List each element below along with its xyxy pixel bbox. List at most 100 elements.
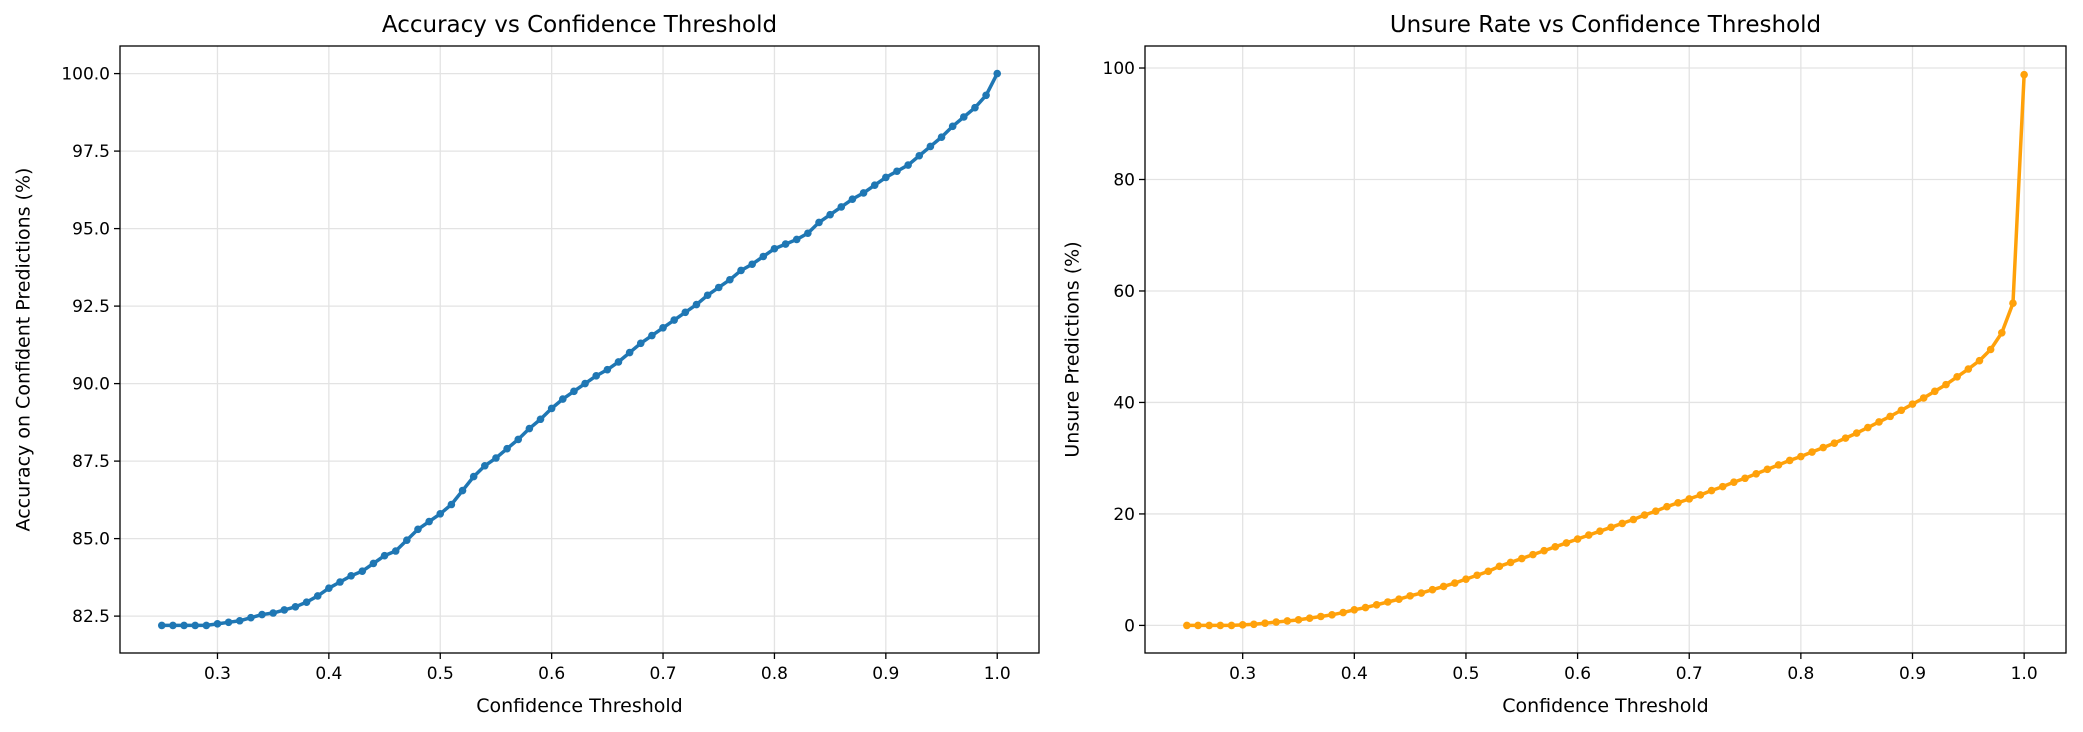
chart-title: Accuracy vs Confidence Threshold — [382, 12, 777, 38]
data-point — [792, 235, 801, 244]
data-point — [280, 606, 289, 614]
data-point — [1864, 423, 1872, 432]
data-point — [1506, 558, 1515, 567]
y-tick-label: 100 — [1103, 59, 1135, 79]
data-point — [391, 547, 400, 555]
data-point — [347, 572, 355, 580]
data-point — [369, 559, 378, 568]
x-axis-label: Confidence Threshold — [476, 695, 683, 717]
data-point — [1350, 606, 1359, 614]
data-point — [1540, 546, 1548, 555]
x-tick-label: 0.9 — [872, 664, 899, 684]
data-point — [213, 620, 222, 628]
data-point — [592, 372, 601, 380]
data-point — [1317, 612, 1325, 621]
x-tick-label: 0.8 — [1787, 664, 1814, 684]
data-point — [1238, 621, 1247, 629]
plot-frame — [1144, 45, 2067, 654]
data-point — [1841, 434, 1850, 442]
y-tick-label: 100.0 — [61, 65, 110, 85]
data-point — [1629, 515, 1638, 524]
data-point — [558, 395, 567, 403]
data-point — [848, 195, 857, 203]
data-point — [1685, 495, 1694, 503]
x-tick-label: 0.5 — [427, 664, 454, 684]
data-point — [536, 415, 545, 424]
y-tick-label: 97.5 — [72, 142, 110, 162]
y-tick-label: 92.5 — [72, 297, 110, 317]
data-point — [436, 510, 445, 518]
data-point — [893, 167, 901, 176]
data-point — [815, 218, 823, 227]
data-point — [1607, 523, 1615, 532]
data-point — [325, 584, 333, 593]
data-line — [161, 72, 999, 628]
data-point — [1261, 619, 1269, 627]
data-point — [581, 379, 589, 388]
data-point — [180, 621, 188, 630]
data-point — [1551, 543, 1560, 551]
data-point — [636, 339, 645, 348]
data-point — [1998, 328, 2006, 337]
data-point — [1774, 461, 1783, 469]
data-point — [926, 142, 935, 151]
data-point — [202, 621, 211, 630]
data-point — [1718, 482, 1727, 491]
data-point — [1596, 527, 1604, 536]
x-tick-label: 0.5 — [1452, 664, 1479, 684]
y-tick-label: 87.5 — [72, 452, 110, 472]
data-point — [1618, 519, 1627, 528]
data-point — [837, 203, 846, 211]
data-point — [380, 551, 389, 560]
data-point — [904, 161, 912, 169]
data-point — [157, 621, 166, 630]
data-point — [1395, 595, 1403, 604]
data-point — [1663, 502, 1671, 511]
data-point — [1852, 429, 1861, 437]
data-point — [492, 454, 500, 462]
x-tick-label: 0.3 — [204, 664, 231, 684]
data-point — [224, 618, 233, 627]
data-point — [1819, 443, 1827, 452]
y-tick-label: 0 — [1124, 616, 1135, 636]
data-point — [235, 616, 244, 625]
data-point — [1462, 575, 1470, 583]
data-point — [726, 275, 734, 284]
data-point — [414, 525, 422, 534]
data-point — [748, 260, 756, 269]
data-point — [269, 609, 277, 617]
data-point — [1562, 539, 1571, 547]
data-point — [993, 69, 1002, 78]
data-line — [1186, 74, 2026, 628]
data-point — [447, 500, 456, 509]
data-point — [1517, 554, 1526, 563]
data-point — [1361, 603, 1370, 612]
data-point — [403, 536, 411, 544]
data-point — [1272, 618, 1280, 626]
data-point — [191, 621, 199, 630]
data-point — [1305, 614, 1314, 622]
data-point — [1529, 550, 1537, 559]
data-point — [291, 603, 300, 611]
data-point — [1339, 608, 1347, 617]
data-point — [547, 404, 556, 413]
data-point — [971, 103, 979, 112]
data-point — [625, 348, 634, 357]
y-tick-label: 82.5 — [72, 607, 110, 627]
data-point — [1752, 469, 1761, 478]
data-point — [982, 91, 990, 100]
data-point — [670, 316, 678, 324]
data-point — [681, 308, 690, 317]
y-tick-label: 60 — [1113, 282, 1135, 302]
data-point — [1417, 589, 1426, 597]
data-point — [1986, 345, 1995, 354]
data-point — [603, 365, 612, 374]
data-point — [882, 173, 890, 182]
data-point — [960, 113, 968, 121]
x-tick-label: 0.4 — [1341, 664, 1368, 684]
data-point — [1785, 456, 1794, 465]
data-point — [1584, 531, 1593, 539]
data-point — [1897, 406, 1906, 415]
x-tick-label: 0.6 — [538, 664, 565, 684]
data-point — [781, 240, 790, 248]
